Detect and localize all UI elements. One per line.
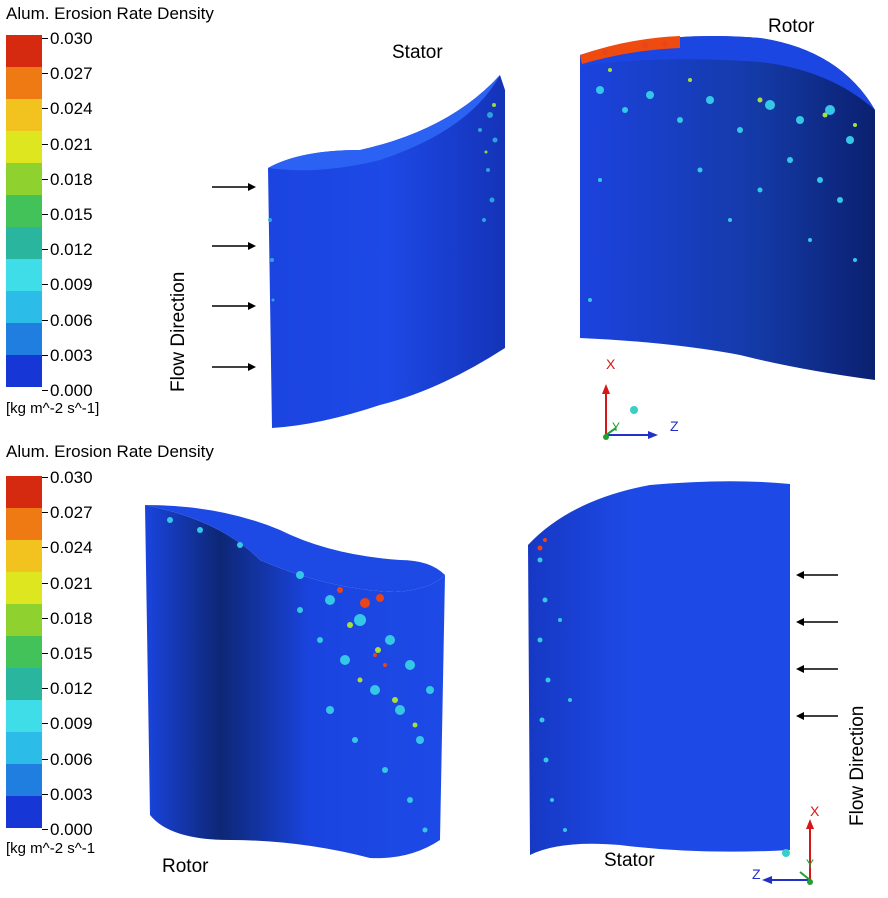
rotor-blade-top <box>580 36 875 380</box>
colorbar-swatch <box>6 227 42 259</box>
colorbar-tick-label: 0.021 <box>42 134 93 154</box>
colorbar-swatch <box>6 700 42 732</box>
axis-x-label-bottom: X <box>810 803 820 819</box>
colorbar-tick-label: 0.006 <box>42 310 93 330</box>
flow-direction-label-top: Flow Direction <box>168 271 189 392</box>
colorbar-swatch <box>6 259 42 291</box>
colorbar-swatch <box>6 796 42 828</box>
colorbar-tick-label: 0.021 <box>42 573 93 593</box>
colorbar-swatch <box>6 636 42 668</box>
colorbar-tick-label: 0.006 <box>42 749 93 769</box>
axis-z-label-bottom: Z <box>752 866 761 882</box>
colorbar-tick-label: 0.009 <box>42 714 93 734</box>
colorbar-tick-label: 0.018 <box>42 608 93 628</box>
colorbar-swatch <box>6 35 42 67</box>
colorbar-swatch <box>6 604 42 636</box>
legend-title-top: Alum. Erosion Rate Density <box>6 4 214 23</box>
colorbar-swatch <box>6 163 42 195</box>
colorbar-swatch <box>6 131 42 163</box>
colorbar-tick-label: 0.000 <box>42 820 93 839</box>
label-stator-bottom: Stator <box>604 850 655 871</box>
label-rotor-bottom: Rotor <box>162 856 209 877</box>
colorbar-swatch <box>6 355 42 387</box>
colorbar-tick-label: 0.000 <box>42 381 93 400</box>
legend-unit-top: [kg m^-2 s^-1] <box>6 400 100 417</box>
colorbar-tick-label: 0.024 <box>42 538 93 558</box>
colorbar-tick-label: 0.015 <box>42 644 93 663</box>
axis-x-label-top: X <box>606 356 616 372</box>
label-rotor-top: Rotor <box>768 16 815 37</box>
axis-y-label-bottom: Y <box>806 857 815 871</box>
label-stator-top: Stator <box>392 42 443 63</box>
colorbar-tick-label: 0.018 <box>42 169 93 189</box>
colorbar-swatch <box>6 572 42 604</box>
colorbar-swatch <box>6 99 42 131</box>
stator-blade-top <box>268 75 505 428</box>
colorbar-tick-label: 0.012 <box>42 679 93 699</box>
colorbar-tick-label: 0.009 <box>42 275 93 295</box>
axis-z-label-top: Z <box>670 418 679 434</box>
colorbar-swatch <box>6 540 42 572</box>
colorbar-tick-label: 0.030 <box>42 29 93 48</box>
rotor-blade-bottom <box>145 505 445 859</box>
colorbar-tick-label: 0.027 <box>42 64 93 84</box>
axis-y-label-top: Y <box>612 420 621 434</box>
colorbar-swatch <box>6 668 42 700</box>
colorbar-swatch <box>6 67 42 99</box>
colorbar-swatch <box>6 732 42 764</box>
axis-triad-top <box>602 384 658 440</box>
flow-direction-label-bottom: Flow Direction <box>847 705 868 826</box>
colorbar-tick-label: 0.027 <box>42 503 93 523</box>
colorbar-tick-label: 0.003 <box>42 784 93 804</box>
legend-unit-bottom: [kg m^-2 s^-1 <box>6 840 96 857</box>
colorbar-bottom <box>6 476 42 828</box>
stator-blade-bottom <box>528 481 790 855</box>
colorbar-swatch <box>6 764 42 796</box>
colorbar-swatch <box>6 195 42 227</box>
colorbar-swatch <box>6 323 42 355</box>
colorbar-tick-label: 0.012 <box>42 240 93 260</box>
colorbar-swatch <box>6 476 42 508</box>
colorbar-tick-label: 0.003 <box>42 345 93 365</box>
colorbar-swatch <box>6 291 42 323</box>
flow-arrows-top <box>212 183 256 371</box>
flow-arrows-bottom <box>796 571 838 720</box>
colorbar-tick-label: 0.024 <box>42 99 93 119</box>
colorbar-tick-label: 0.015 <box>42 205 93 224</box>
colorbar-swatch <box>6 508 42 540</box>
colorbar-tick-label: 0.030 <box>42 468 93 487</box>
colorbar-top <box>6 35 42 387</box>
legend-title-bottom: Alum. Erosion Rate Density <box>6 442 214 461</box>
axis-triad-bottom <box>762 819 814 885</box>
